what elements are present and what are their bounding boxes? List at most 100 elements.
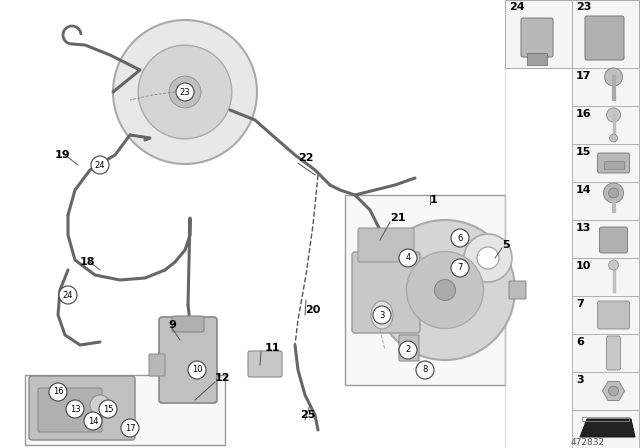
Circle shape (406, 251, 483, 328)
FancyBboxPatch shape (585, 16, 624, 60)
Text: 8: 8 (422, 366, 428, 375)
Text: 18: 18 (80, 257, 95, 267)
Text: 17: 17 (125, 423, 135, 432)
FancyBboxPatch shape (352, 252, 420, 333)
Bar (604, 161, 623, 169)
Circle shape (604, 183, 623, 203)
Text: 14: 14 (88, 417, 99, 426)
Circle shape (607, 108, 621, 122)
Circle shape (121, 419, 139, 437)
FancyBboxPatch shape (598, 301, 630, 329)
Text: 10: 10 (576, 261, 591, 271)
Text: 19: 19 (55, 150, 70, 160)
Text: 12: 12 (215, 373, 230, 383)
Circle shape (416, 361, 434, 379)
Text: 16: 16 (52, 388, 63, 396)
Circle shape (176, 83, 194, 101)
Circle shape (113, 20, 257, 164)
Circle shape (609, 134, 618, 142)
Circle shape (373, 306, 391, 324)
Text: 15: 15 (576, 147, 591, 157)
Text: 23: 23 (180, 87, 190, 96)
FancyBboxPatch shape (509, 281, 526, 299)
Circle shape (609, 386, 618, 396)
Text: 13: 13 (70, 405, 80, 414)
Circle shape (90, 395, 110, 415)
FancyBboxPatch shape (358, 228, 414, 262)
Text: 23: 23 (576, 2, 591, 12)
Bar (572, 220, 639, 258)
Circle shape (464, 234, 512, 282)
Circle shape (188, 361, 206, 379)
Circle shape (399, 341, 417, 359)
Bar (505, 0, 572, 68)
Text: 3: 3 (380, 310, 385, 319)
Text: 13: 13 (576, 223, 591, 233)
Text: 7: 7 (576, 299, 584, 309)
Circle shape (375, 220, 515, 360)
Bar (572, 0, 639, 68)
Text: 7: 7 (458, 263, 463, 272)
Text: 5: 5 (502, 240, 509, 250)
Text: 17: 17 (576, 71, 591, 81)
Text: 11: 11 (265, 343, 280, 353)
Text: 16: 16 (576, 109, 591, 119)
Circle shape (91, 156, 109, 174)
Text: 6: 6 (458, 233, 463, 242)
Bar (572, 258, 639, 296)
FancyBboxPatch shape (607, 336, 621, 370)
Text: 9: 9 (168, 320, 176, 330)
Circle shape (399, 249, 417, 267)
Bar (527, 53, 547, 65)
Bar (572, 182, 639, 220)
FancyBboxPatch shape (38, 388, 102, 432)
Text: 25: 25 (300, 410, 316, 420)
Text: 24: 24 (63, 290, 73, 300)
FancyBboxPatch shape (29, 376, 135, 440)
Bar (345, 195, 505, 385)
Bar (572, 410, 639, 448)
Circle shape (59, 286, 77, 304)
Text: 10: 10 (192, 366, 202, 375)
FancyBboxPatch shape (600, 227, 628, 253)
Circle shape (451, 229, 469, 247)
FancyBboxPatch shape (598, 153, 630, 173)
Text: 1: 1 (430, 195, 438, 205)
Ellipse shape (371, 301, 393, 329)
FancyBboxPatch shape (172, 316, 204, 332)
FancyBboxPatch shape (521, 18, 553, 57)
Text: 3: 3 (576, 375, 584, 385)
Circle shape (169, 76, 201, 108)
Text: 6: 6 (576, 337, 584, 347)
Bar (505, 0, 640, 448)
Polygon shape (602, 382, 625, 401)
Bar (572, 106, 639, 144)
FancyBboxPatch shape (248, 351, 282, 377)
Text: 472832: 472832 (571, 438, 605, 447)
Circle shape (99, 400, 117, 418)
Text: 4: 4 (405, 254, 411, 263)
FancyBboxPatch shape (149, 354, 165, 376)
Circle shape (609, 260, 618, 270)
Text: 24: 24 (509, 2, 525, 12)
Circle shape (66, 400, 84, 418)
FancyBboxPatch shape (399, 335, 419, 361)
Text: 2: 2 (405, 345, 411, 354)
Bar (572, 296, 639, 334)
Circle shape (138, 45, 232, 139)
Text: 14: 14 (576, 185, 591, 195)
Text: 24: 24 (95, 160, 105, 169)
Circle shape (477, 247, 499, 269)
Bar (572, 334, 639, 372)
Bar (572, 144, 639, 182)
Bar (572, 68, 639, 106)
Bar (572, 372, 639, 410)
Circle shape (609, 188, 618, 198)
Circle shape (451, 259, 469, 277)
Text: 22: 22 (298, 153, 314, 163)
Text: 20: 20 (305, 305, 321, 315)
FancyBboxPatch shape (159, 317, 217, 403)
Text: 15: 15 (103, 405, 113, 414)
Circle shape (49, 383, 67, 401)
Circle shape (435, 280, 456, 301)
